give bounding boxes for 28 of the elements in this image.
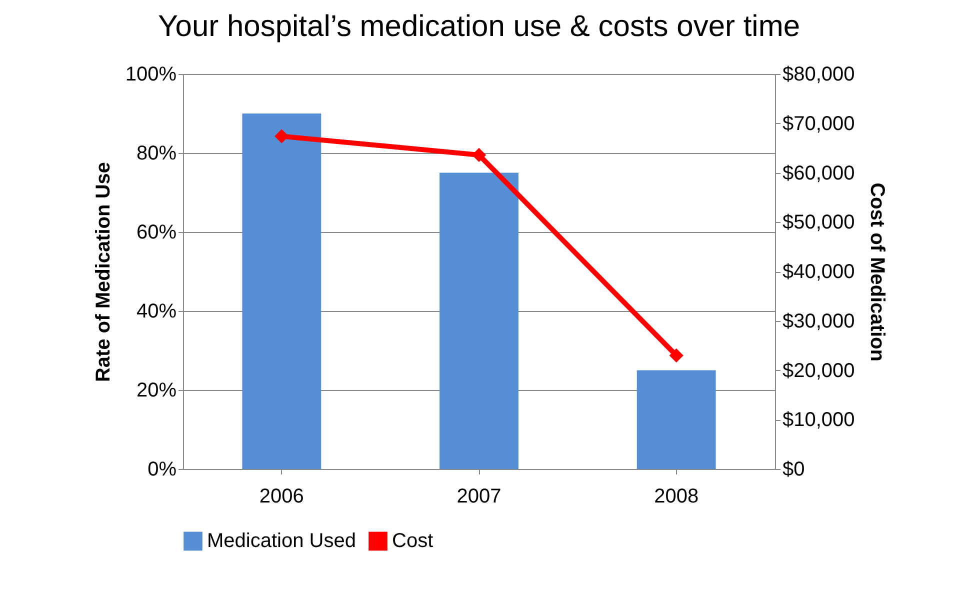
y2-tick-label: $50,000 [782,212,855,234]
point [274,129,289,144]
y-tick-label: 60% [136,222,177,244]
y2-tick-label: $80,000 [782,64,855,86]
y-axis-title: Rate of Medication Use [92,162,114,382]
y2-tick-label: $30,000 [782,310,855,332]
y2-tick-label: $0 [782,458,805,480]
chart-title: Your hospital’s medication use & costs over time [158,10,800,43]
x-tick-label: 2008 [654,486,699,508]
y-tick-label: 40% [136,300,177,322]
y2-tick-label: $70,000 [782,112,855,135]
point [669,348,684,363]
x-tick-label: 2006 [259,486,304,508]
y-tick-label: 80% [136,142,177,164]
y2-axis-title: Cost of Medication [866,182,888,362]
x-tick-label: 2007 [456,486,502,508]
y-tick-label: 0% [148,458,177,480]
y2-tick-label: $60,000 [782,162,855,184]
y2-tick-label: $40,000 [782,261,855,283]
y2-tick-label: $20,000 [782,360,855,382]
y-tick-label: 20% [136,380,177,402]
y-tick-label: 100% [125,64,177,86]
bar [440,172,518,469]
bar [636,370,716,469]
legend-label: Medication Used [207,530,356,552]
legend-label: Cost [392,530,434,552]
bar [242,114,322,469]
y2-tick-label: $10,000 [782,409,855,432]
